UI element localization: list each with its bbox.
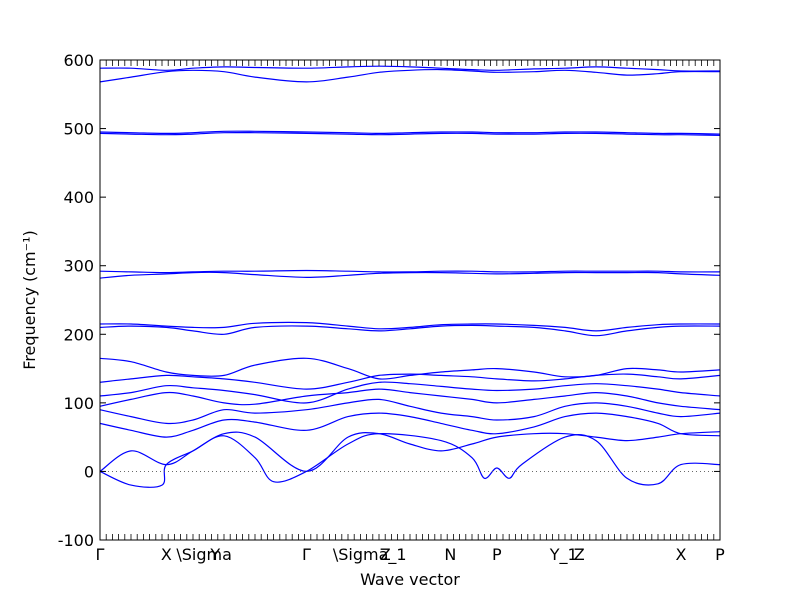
x-tick-label-8: N	[444, 545, 456, 564]
band-line-3	[99, 412, 721, 438]
y-tick-label: 400	[63, 188, 94, 207]
y-tick-label: 100	[63, 394, 94, 413]
x-axis-label: Wave vector	[360, 570, 460, 589]
y-axis-label: Frequency (cm⁻¹)	[20, 230, 39, 369]
x-tick-label-5: Γ	[302, 545, 311, 564]
band-line-15	[99, 68, 721, 83]
x-tick-label-9: P	[492, 545, 502, 564]
x-tick-label-10: Y_1	[549, 545, 578, 565]
y-tick-label: -100	[58, 531, 94, 550]
band-line-4	[99, 398, 721, 425]
band-line-7	[99, 373, 721, 390]
x-tick-label-3: \Sigma	[176, 545, 232, 564]
x-tick-label-11: Z	[574, 545, 585, 564]
band-line-10	[99, 321, 721, 332]
band-line-8	[99, 357, 721, 380]
y-tick-label: 500	[63, 120, 94, 139]
band-line-14	[99, 130, 721, 135]
plot-frame	[99, 59, 721, 541]
band-line-9	[99, 324, 721, 337]
y-axis: -100 0 100 200 300 400 500 600	[58, 51, 720, 550]
band-line-16	[99, 65, 721, 72]
band-line-5	[99, 388, 721, 411]
x-tick-label-13: P	[715, 545, 725, 564]
y-tick-label: 600	[63, 51, 94, 70]
y-tick-label: 300	[63, 257, 94, 276]
x-tick-label-6: \Sigma_1	[333, 545, 407, 565]
band-line-12	[99, 269, 721, 274]
x-tick-label-12: X	[675, 545, 686, 564]
x-tick-label-1: Γ	[96, 545, 105, 564]
band-line-13	[99, 131, 721, 136]
x-tick-label-7: Z	[380, 545, 391, 564]
band-line-11	[99, 271, 721, 279]
band-line-2	[99, 431, 721, 473]
x-tick-label-2: X	[161, 545, 172, 564]
x-tick-label-4: Y	[209, 545, 220, 564]
band-line-1	[99, 433, 721, 488]
band-line-6	[99, 381, 721, 404]
y-tick-label: 0	[84, 462, 94, 481]
band-lines	[99, 65, 721, 488]
y-tick-label: 200	[63, 325, 94, 344]
